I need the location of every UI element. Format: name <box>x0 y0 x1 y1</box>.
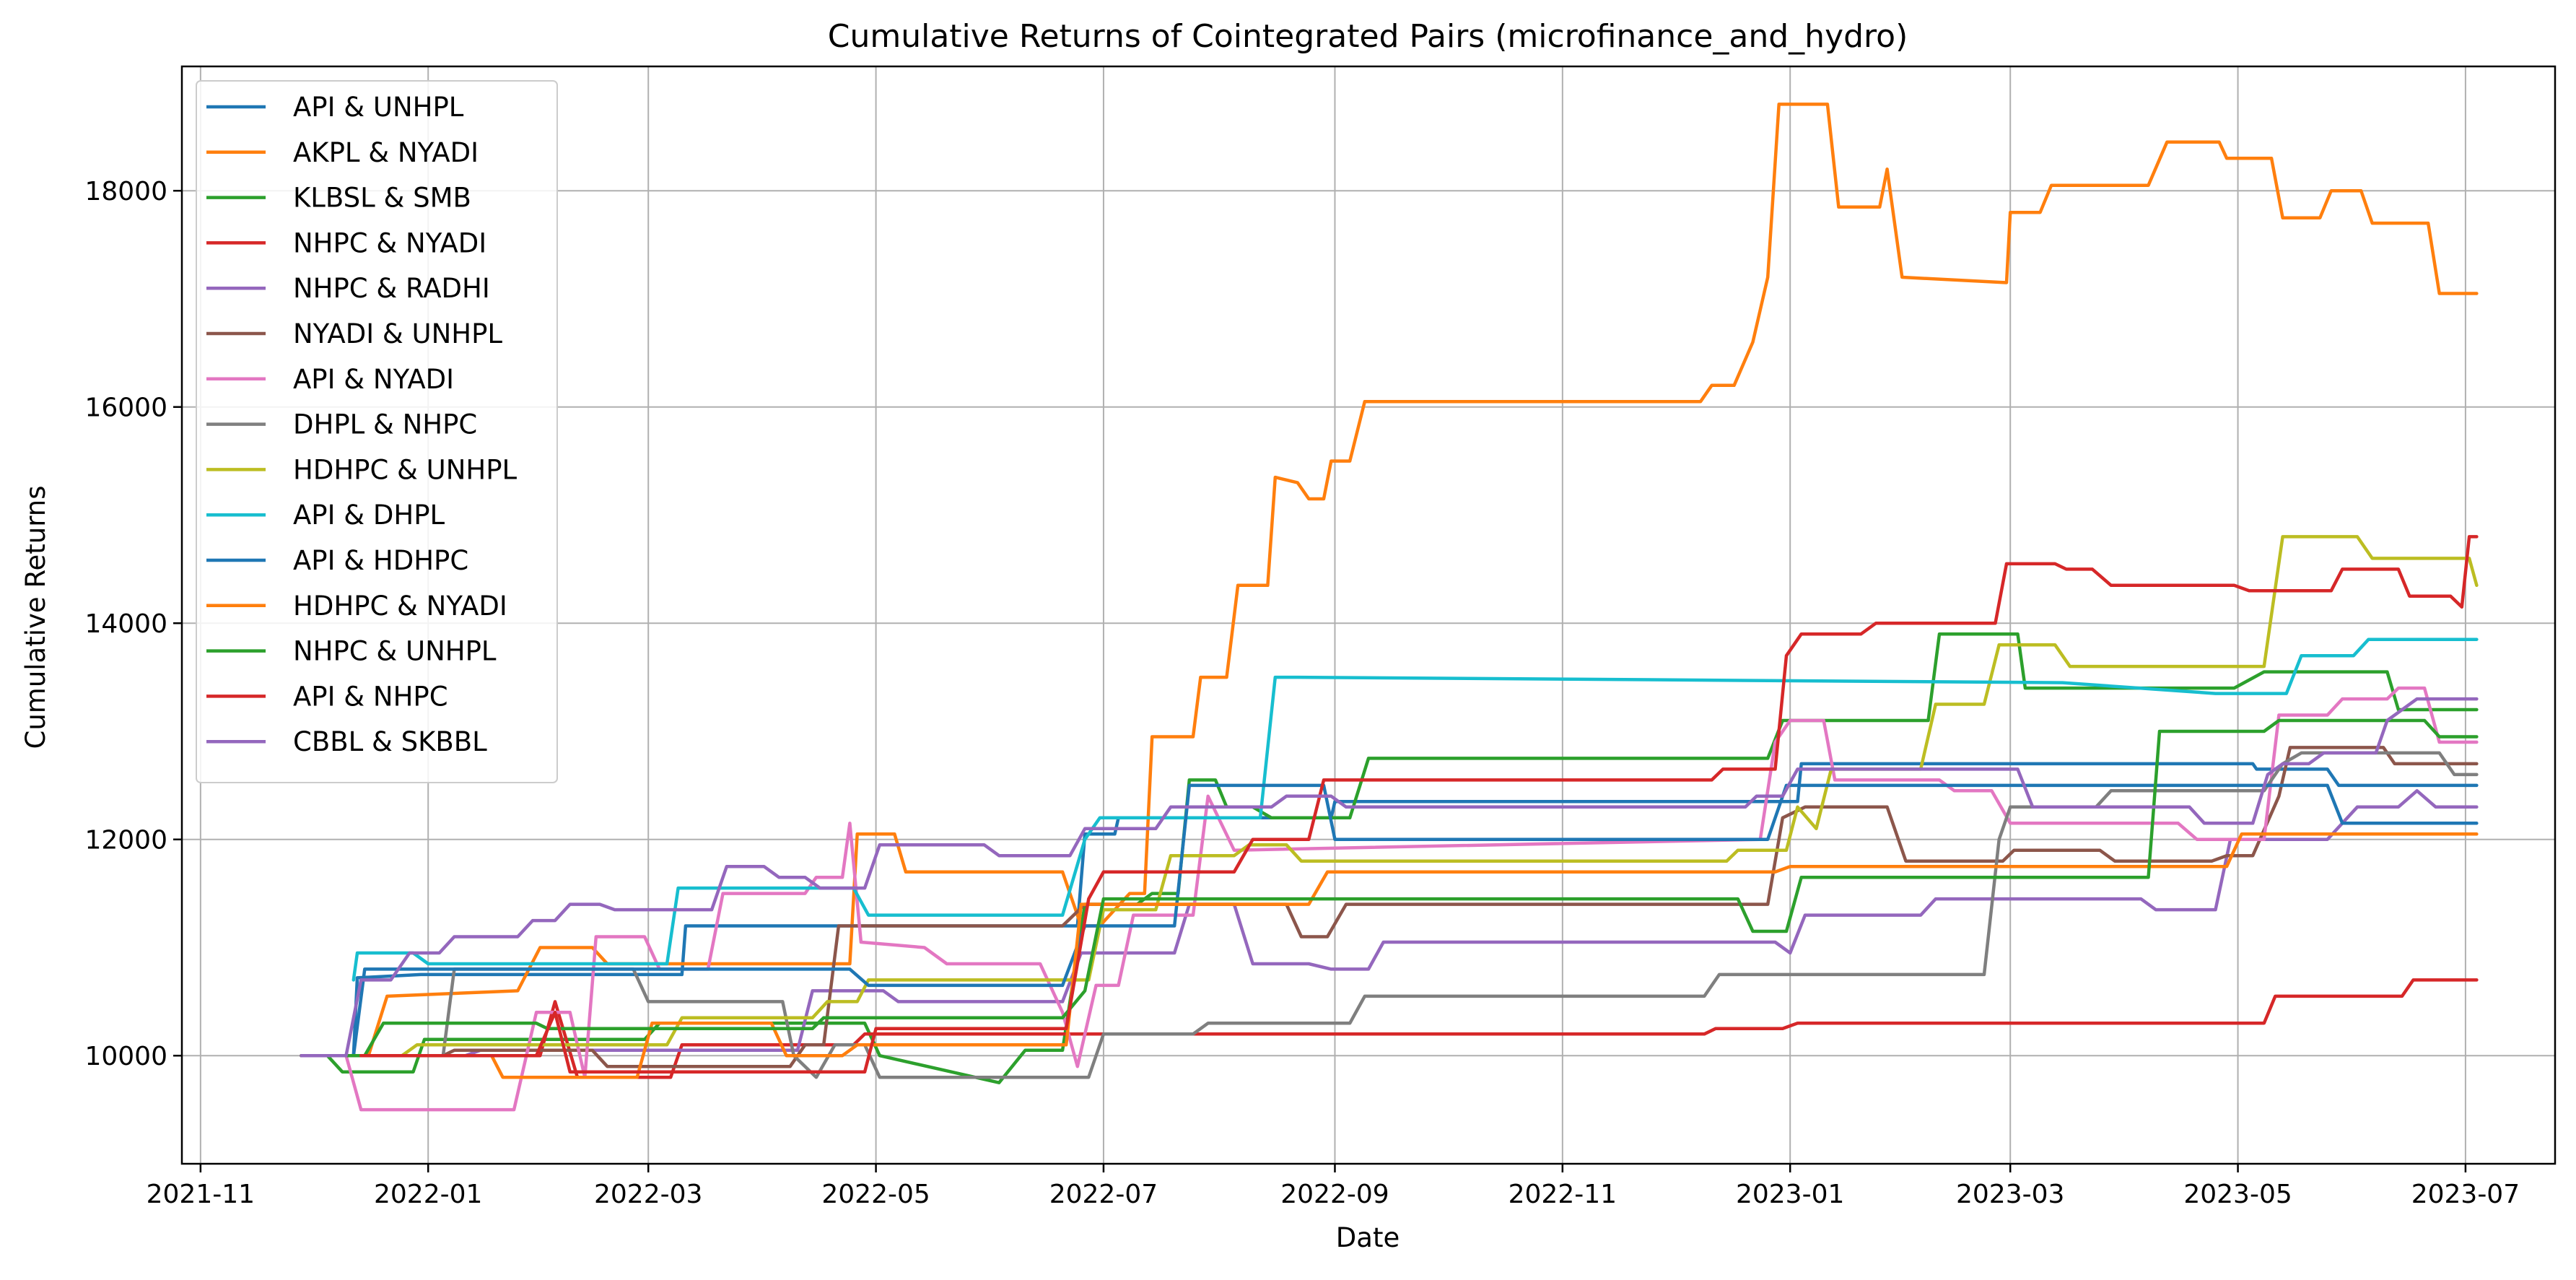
series-line-11 <box>300 783 2479 1058</box>
legend-label: CBBL & SKBBL <box>293 726 487 757</box>
legend-label: NHPC & UNHPL <box>293 636 497 667</box>
x-tick-label: 2022-09 <box>1280 1180 1389 1209</box>
chart-title: Cumulative Returns of Cointegrated Pairs… <box>828 18 1908 55</box>
y-tick-label: 14000 <box>84 609 167 639</box>
x-axis-label: Date <box>1336 1222 1400 1253</box>
legend-label: DHPL & NHPC <box>293 409 477 440</box>
series-line-10 <box>352 637 2479 982</box>
legend-label: NYADI & UNHPL <box>293 318 502 349</box>
y-tick-label: 10000 <box>84 1042 167 1071</box>
x-tick-label: 2023-03 <box>1956 1180 2064 1209</box>
x-tick-label: 2023-07 <box>2411 1180 2520 1209</box>
y-axis-label: Cumulative Returns <box>20 486 51 749</box>
legend-label: HDHPC & NYADI <box>293 591 507 622</box>
legend-label: NHPC & NYADI <box>293 227 486 258</box>
series-lines <box>300 103 2479 1112</box>
y-tick-label: 18000 <box>84 177 167 206</box>
legend-label: KLBSL & SMB <box>293 183 471 214</box>
legend-box <box>196 80 558 783</box>
legend-label: NHPC & RADHI <box>293 273 490 304</box>
legend-label: API & DHPL <box>293 500 445 531</box>
axis-ticks: 2021-11 2022-01 2022-03 2022-05 2022-07 2022-… <box>84 177 2520 1209</box>
y-tick-label: 16000 <box>84 393 167 423</box>
plot-frame <box>180 65 2557 1165</box>
series-line-9 <box>300 535 2479 1058</box>
x-tick-label: 2022-07 <box>1049 1180 1158 1209</box>
legend: API & UNHPL AKPL & NYADI KLBSL & SMB NHPC &… <box>196 80 558 783</box>
x-tick-label: 2022-05 <box>821 1180 930 1209</box>
x-tick-label: 2021-11 <box>147 1180 255 1209</box>
legend-label: API & NHPC <box>293 681 448 712</box>
legend-label: API & HDHPC <box>293 545 468 576</box>
legend-label: AKPL & NYADI <box>293 137 479 168</box>
series-line-14 <box>359 535 2479 1074</box>
x-tick-label: 2023-01 <box>1736 1180 1844 1209</box>
x-tick-label: 2022-03 <box>594 1180 702 1209</box>
y-tick-label: 12000 <box>84 826 167 855</box>
series-line-12 <box>300 832 2479 1079</box>
legend-label: API & NYADI <box>293 364 454 395</box>
series-line-13 <box>300 718 2479 1058</box>
x-tick-label: 2022-01 <box>374 1180 482 1209</box>
series-line-5 <box>300 789 2479 1058</box>
series-line-4 <box>300 978 2479 1079</box>
series-line-3 <box>300 632 2479 1084</box>
series-line-15 <box>300 697 2479 1058</box>
series-line-2 <box>300 103 2479 1058</box>
legend-label: HDHPC & UNHPL <box>293 454 518 485</box>
series-line-6 <box>300 746 2479 1068</box>
x-tick-label: 2022-11 <box>1509 1180 1617 1209</box>
x-tick-label: 2023-05 <box>2183 1180 2292 1209</box>
legend-label: API & UNHPL <box>293 92 464 123</box>
series-line-7 <box>300 686 2479 1112</box>
